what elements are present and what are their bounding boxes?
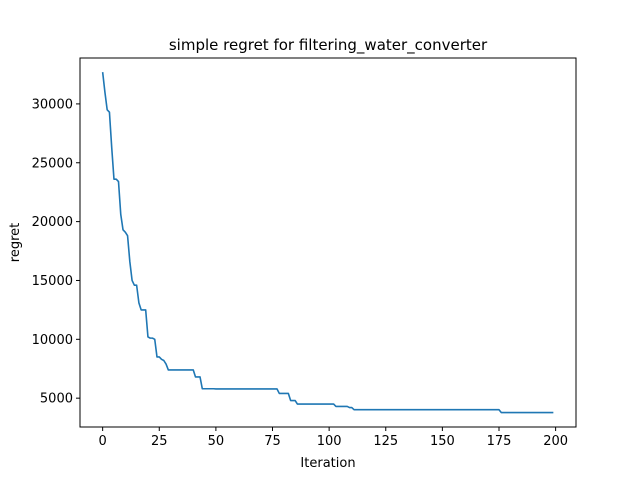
axes-frame [79,57,577,428]
x-tick-label: 200 [543,434,568,449]
y-tick-label: 25000 [32,156,73,171]
x-tick-label: 175 [487,434,512,449]
y-tick-label: 15000 [32,274,73,289]
x-tick-label: 125 [373,434,398,449]
x-tick-label: 100 [317,434,342,449]
x-tick-label: 75 [264,434,281,449]
y-axis-label: regret [8,223,23,262]
y-tick-label: 5000 [40,392,73,407]
x-tick-label: 25 [151,434,168,449]
x-axis-label: Iteration [300,456,355,471]
y-tick-label: 20000 [32,215,73,230]
x-tick-label: 0 [99,434,107,449]
y-tick-label: 10000 [32,333,73,348]
y-axis-ticks: 5000 10000 15000 20000 25000 30000 [32,97,80,407]
x-axis-ticks: 0 25 50 75 100 125 150 175 200 [99,427,568,449]
chart-title: simple regret for filtering_water_conver… [169,36,488,55]
x-tick-label: 50 [208,434,225,449]
x-tick-label: 150 [430,434,455,449]
y-tick-label: 30000 [32,97,73,112]
plot-area [101,72,554,414]
series-line-0 [101,72,554,414]
